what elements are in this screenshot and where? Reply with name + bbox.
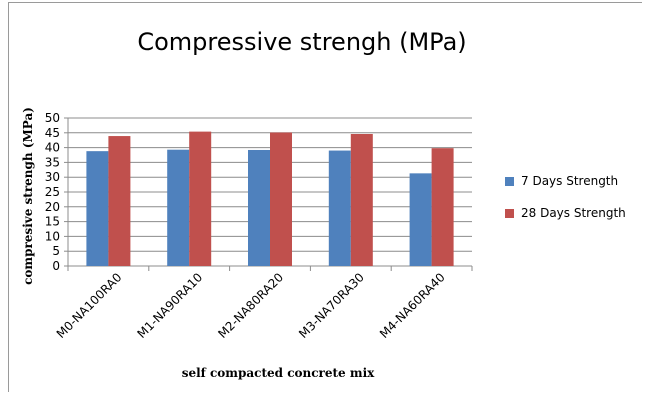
legend-swatch-7-days [505, 176, 514, 186]
bar-7-days [86, 151, 109, 266]
bar-28-days [431, 148, 454, 266]
x-tick-label: M3-NA70RA30 [296, 270, 367, 341]
bar-7-days [248, 149, 270, 266]
bar-7-days [167, 149, 190, 266]
y-tick-label: 40 [45, 141, 60, 155]
bar-28-days [189, 131, 212, 266]
y-tick-label: 35 [45, 155, 60, 169]
y-tick-label: 25 [45, 185, 60, 199]
x-tick-label: M2-NA80RA20 [215, 270, 286, 341]
legend-item-7-days: 7 Days Strength [505, 172, 626, 190]
y-tick-label: 0 [52, 259, 60, 273]
legend-item-28-days: 28 Days Strength [505, 204, 626, 222]
bar-28-days [350, 133, 373, 266]
bar-7-days [409, 173, 432, 266]
y-tick-label: 20 [45, 200, 60, 214]
chart-frame [8, 2, 642, 392]
bar-28-days [108, 136, 131, 266]
x-tick-label: M0-NA100RA0 [54, 270, 125, 341]
x-tick-label: M4-NA60RA40 [377, 270, 448, 341]
x-axis-title: self compacted concrete mix [181, 366, 375, 380]
legend: 7 Days Strength 28 Days Strength [505, 172, 626, 236]
y-tick-label: 15 [45, 215, 60, 229]
legend-swatch-28-days [505, 208, 514, 218]
legend-label-7-days: 7 Days Strength [521, 174, 619, 188]
y-tick-label: 10 [45, 229, 60, 243]
y-tick-label: 30 [45, 170, 60, 184]
y-tick-label: 50 [45, 111, 60, 125]
bar-28-days [270, 132, 292, 266]
y-tick-label: 45 [45, 126, 60, 140]
y-tick-label: 5 [52, 244, 60, 258]
x-tick-label: M1-NA90RA10 [135, 270, 206, 341]
chart-title: Compressive strengh (MPa) [137, 28, 467, 56]
bar-7-days [328, 150, 351, 266]
legend-label-28-days: 28 Days Strength [521, 206, 626, 220]
